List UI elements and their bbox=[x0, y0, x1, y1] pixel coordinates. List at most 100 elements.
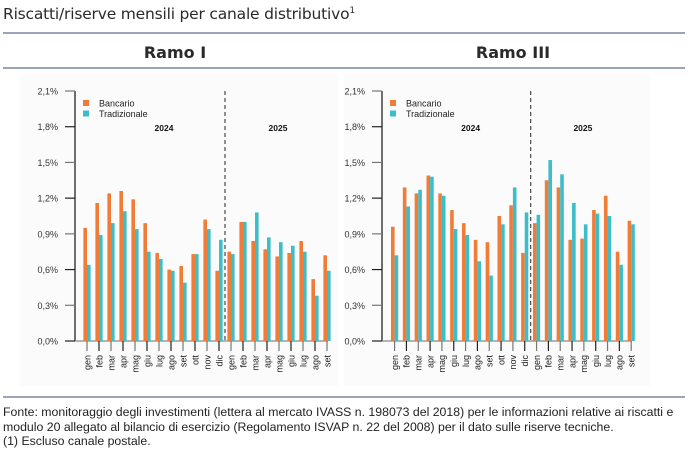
bar-bancario-ramo-iii bbox=[391, 226, 395, 341]
x-tick-label: giu bbox=[449, 355, 459, 367]
y-tick-label: 1,5% bbox=[37, 158, 58, 168]
y-tick-label: 1,2% bbox=[344, 194, 365, 204]
legend-label-tradizionale: Tradizionale bbox=[99, 109, 148, 119]
bar-tradizionale-ramo-iii bbox=[560, 174, 564, 341]
x-tick-label: mag bbox=[130, 355, 140, 373]
bar-tradizionale-ramo-i bbox=[231, 254, 235, 341]
bar-tradizionale-ramo-iii bbox=[631, 224, 635, 341]
bar-bancario-ramo-iii bbox=[532, 223, 537, 341]
x-tick-label: feb bbox=[402, 355, 412, 368]
x-tick-label: set bbox=[627, 355, 637, 368]
bar-bancario-ramo-i bbox=[239, 221, 243, 341]
y-tick-label: 0,0% bbox=[344, 337, 365, 347]
y-tick-label: 1,8% bbox=[344, 122, 365, 132]
bar-bancario-ramo-iii bbox=[627, 220, 632, 341]
x-tick-label: lug bbox=[461, 355, 471, 367]
bar-tradizionale-ramo-iii bbox=[406, 206, 411, 341]
x-tick-label: ago bbox=[166, 355, 176, 370]
legend-label-bancario: Bancario bbox=[406, 99, 442, 109]
bar-bancario-ramo-i bbox=[155, 252, 159, 341]
year-label: 2025 bbox=[269, 123, 288, 133]
y-tick-label: 1,8% bbox=[37, 122, 58, 132]
bar-tradizionale-ramo-i bbox=[159, 258, 163, 341]
bar-tradizionale-ramo-iii bbox=[430, 176, 434, 341]
bar-tradizionale-ramo-iii bbox=[512, 187, 517, 341]
bar-tradizionale-ramo-i bbox=[219, 239, 223, 341]
x-tick-label: mar bbox=[556, 355, 566, 371]
panel-title-ramo-iii: Ramo III bbox=[475, 43, 551, 62]
bar-bancario-ramo-iii bbox=[461, 223, 466, 341]
bar-tradizionale-ramo-iii bbox=[453, 229, 458, 341]
bar-tradizionale-ramo-iii bbox=[572, 202, 576, 341]
bar-bancario-ramo-i bbox=[263, 249, 267, 341]
x-tick-label: mag bbox=[274, 355, 284, 373]
bar-tradizionale-ramo-iii bbox=[394, 255, 399, 341]
x-tick-label: apr bbox=[118, 355, 128, 368]
bar-tradizionale-ramo-i bbox=[267, 237, 271, 341]
bar-tradizionale-ramo-i bbox=[279, 242, 283, 341]
x-tick-label: lug bbox=[298, 355, 308, 367]
x-tick-label: mag bbox=[437, 355, 447, 373]
y-tick-label: 0,9% bbox=[37, 229, 58, 239]
bar-bancario-ramo-iii bbox=[450, 210, 454, 341]
bar-bancario-ramo-iii bbox=[615, 251, 620, 341]
bar-tradizionale-ramo-iii bbox=[441, 195, 446, 341]
title-footnote-mark: 1 bbox=[349, 6, 355, 16]
bar-bancario-ramo-i bbox=[95, 202, 99, 341]
x-tick-label: gen bbox=[532, 355, 542, 370]
bar-tradizionale-ramo-i bbox=[303, 251, 307, 341]
bar-tradizionale-ramo-iii bbox=[583, 224, 588, 341]
footer-note: (1) Escluso canale postale. bbox=[3, 434, 151, 449]
x-tick-label: gen bbox=[226, 355, 236, 370]
bottom-rule bbox=[3, 396, 685, 398]
x-tick-label: lug bbox=[154, 355, 164, 367]
bar-tradizionale-ramo-i bbox=[111, 223, 115, 341]
bar-bancario-ramo-iii bbox=[473, 239, 478, 341]
bar-tradizionale-ramo-i bbox=[243, 221, 247, 341]
y-tick-label: 0,3% bbox=[344, 301, 365, 311]
bar-bancario-ramo-i bbox=[143, 223, 147, 341]
legend-label-bancario: Bancario bbox=[99, 99, 135, 109]
x-tick-label: feb bbox=[544, 355, 554, 368]
x-tick-label: feb bbox=[238, 355, 248, 368]
bar-tradizionale-ramo-iii bbox=[548, 160, 552, 341]
bar-tradizionale-ramo-iii bbox=[619, 264, 623, 341]
y-tick-label: 0,9% bbox=[344, 229, 365, 239]
bar-bancario-ramo-i bbox=[119, 191, 123, 341]
bar-tradizionale-ramo-i bbox=[99, 235, 103, 341]
y-tick-label: 0,6% bbox=[344, 265, 365, 275]
page-title-text: Riscatti/riserve mensili per canale dist… bbox=[3, 5, 350, 23]
x-tick-label: set bbox=[322, 355, 332, 368]
bar-tradizionale-ramo-i bbox=[291, 245, 295, 341]
x-tick-label: ott bbox=[496, 355, 506, 366]
y-tick-label: 0,0% bbox=[37, 337, 58, 347]
y-tick-label: 2,1% bbox=[37, 87, 58, 97]
bar-tradizionale-ramo-iii bbox=[536, 214, 541, 341]
bar-bancario-ramo-i bbox=[275, 256, 279, 341]
bar-tradizionale-ramo-iii bbox=[501, 224, 505, 341]
header-rule bbox=[3, 67, 685, 69]
y-tick-label: 0,6% bbox=[37, 265, 58, 275]
bar-bancario-ramo-iii bbox=[592, 210, 596, 341]
bar-bancario-ramo-i bbox=[191, 254, 195, 341]
bar-bancario-ramo-iii bbox=[402, 187, 407, 341]
y-tick-label: 1,5% bbox=[344, 158, 365, 168]
bar-bancario-ramo-iii bbox=[497, 216, 502, 341]
bar-tradizionale-ramo-iii bbox=[465, 235, 470, 341]
x-tick-label: ott bbox=[190, 355, 200, 366]
bar-bancario-ramo-iii bbox=[485, 242, 490, 341]
bar-tradizionale-ramo-i bbox=[315, 295, 319, 341]
x-tick-label: mar bbox=[414, 355, 424, 371]
bar-tradizionale-ramo-iii bbox=[489, 275, 493, 341]
x-tick-label: ago bbox=[615, 355, 625, 370]
bar-bancario-ramo-i bbox=[203, 219, 207, 341]
x-tick-label: giu bbox=[142, 355, 152, 367]
x-tick-label: dic bbox=[214, 355, 224, 367]
bar-tradizionale-ramo-i bbox=[207, 229, 211, 341]
bar-tradizionale-ramo-iii bbox=[477, 261, 482, 341]
x-tick-label: dic bbox=[520, 355, 530, 367]
bar-bancario-ramo-iii bbox=[544, 180, 549, 341]
bar-bancario-ramo-i bbox=[299, 241, 303, 341]
bar-bancario-ramo-i bbox=[323, 255, 327, 341]
